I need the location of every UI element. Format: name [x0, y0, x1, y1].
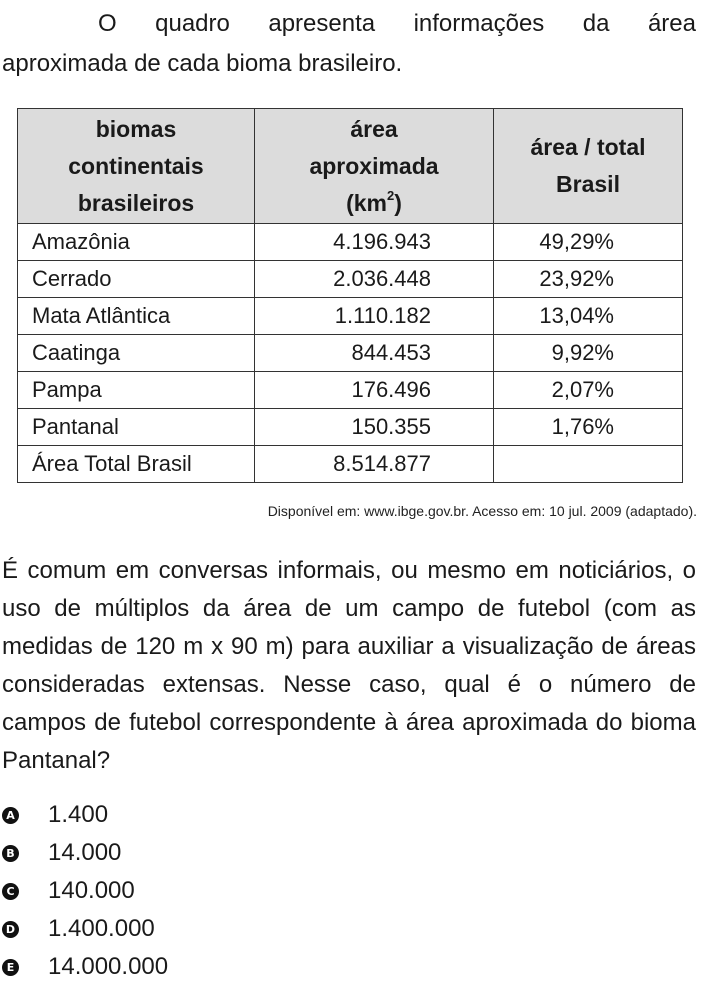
biome-area: 176.496 [254, 371, 494, 409]
option-letter-badge: A [2, 806, 19, 824]
biome-name: Pampa [17, 371, 255, 409]
intro-word: informações [413, 10, 545, 37]
unit-exponent: 2 [387, 187, 395, 203]
biome-name: Caatinga [17, 334, 255, 372]
intro-paragraph: O quadro apresenta informações da área a… [2, 4, 696, 84]
unit-close: ) [394, 189, 402, 216]
header-line: brasileiros [77, 189, 195, 216]
biome-area: 150.355 [254, 408, 494, 446]
source-citation: Disponível em: www.ibge.gov.br. Acesso e… [267, 503, 697, 519]
option-d[interactable]: D 1.400.000 [2, 910, 168, 948]
answer-options: A 1.400 B 14.000 C 140.000 D 1.400.000 E… [2, 796, 168, 986]
option-e[interactable]: E 14.000.000 [2, 948, 168, 986]
biome-name: Pantanal [17, 408, 255, 446]
total-area: 8.514.877 [254, 445, 494, 483]
table-row-total: Área Total Brasil 8.514.877 [17, 445, 683, 483]
option-letter-badge: B [2, 844, 19, 862]
intro-word: apresenta [268, 10, 376, 37]
table-row: Amazônia 4.196.943 49,29% [17, 223, 683, 261]
biome-share: 23,92% [493, 260, 683, 298]
option-a[interactable]: A 1.400 [2, 796, 168, 834]
header-line: biomas [95, 115, 177, 142]
biome-share: 13,04% [493, 297, 683, 335]
biome-share: 9,92% [493, 334, 683, 372]
intro-line-1: O quadro apresenta informações da área [2, 4, 696, 44]
header-line: continentais [68, 152, 204, 179]
intro-line-2: aproximada de cada bioma brasileiro. [2, 50, 403, 77]
table-row: Mata Atlântica 1.110.182 13,04% [17, 297, 683, 335]
header-unit: (km2) [255, 185, 493, 222]
biome-share: 49,29% [493, 223, 683, 261]
header-biomes: biomas continentais brasileiros [17, 108, 255, 224]
header-area: área aproximada (km2) [254, 108, 494, 224]
option-letter-badge: D [2, 920, 19, 938]
table-header-row: biomas continentais brasileiros área apr… [17, 108, 683, 224]
intro-word: quadro [155, 10, 230, 37]
option-text: 1.400 [48, 801, 109, 828]
biome-share: 1,76% [493, 408, 683, 446]
option-b[interactable]: B 14.000 [2, 834, 168, 872]
header-line: Brasil [556, 171, 620, 197]
option-letter-badge: E [2, 958, 19, 976]
total-label: Área Total Brasil [17, 445, 255, 483]
biomes-table: biomas continentais brasileiros área apr… [17, 108, 683, 483]
question-text: É comum em conversas informais, ou mesmo… [2, 557, 696, 774]
table-row: Pantanal 150.355 1,76% [17, 408, 683, 446]
table-row: Caatinga 844.453 9,92% [17, 334, 683, 372]
option-text: 140.000 [48, 877, 135, 904]
unit-open: (km [346, 189, 387, 216]
biome-area: 844.453 [254, 334, 494, 372]
intro-word: área [647, 10, 696, 37]
option-text: 1.400.000 [48, 915, 155, 942]
header-line: área / total [530, 134, 646, 160]
table-row: Cerrado 2.036.448 23,92% [17, 260, 683, 298]
biome-name: Amazônia [17, 223, 255, 261]
header-line: área [350, 115, 398, 142]
biome-name: Cerrado [17, 260, 255, 298]
option-letter-badge: C [2, 882, 19, 900]
biome-area: 4.196.943 [254, 223, 494, 261]
biome-area: 2.036.448 [254, 260, 494, 298]
intro-word: O [98, 10, 117, 37]
option-text: 14.000 [48, 839, 122, 866]
biome-share: 2,07% [493, 371, 683, 409]
header-share: área / total Brasil [493, 108, 683, 224]
biome-name: Mata Atlântica [17, 297, 255, 335]
option-text: 14.000.000 [48, 953, 169, 980]
total-share [493, 445, 683, 483]
intro-word: da [582, 10, 610, 37]
option-c[interactable]: C 140.000 [2, 872, 168, 910]
header-line: aproximada [309, 152, 439, 179]
biome-area: 1.110.182 [254, 297, 494, 335]
table-row: Pampa 176.496 2,07% [17, 371, 683, 409]
